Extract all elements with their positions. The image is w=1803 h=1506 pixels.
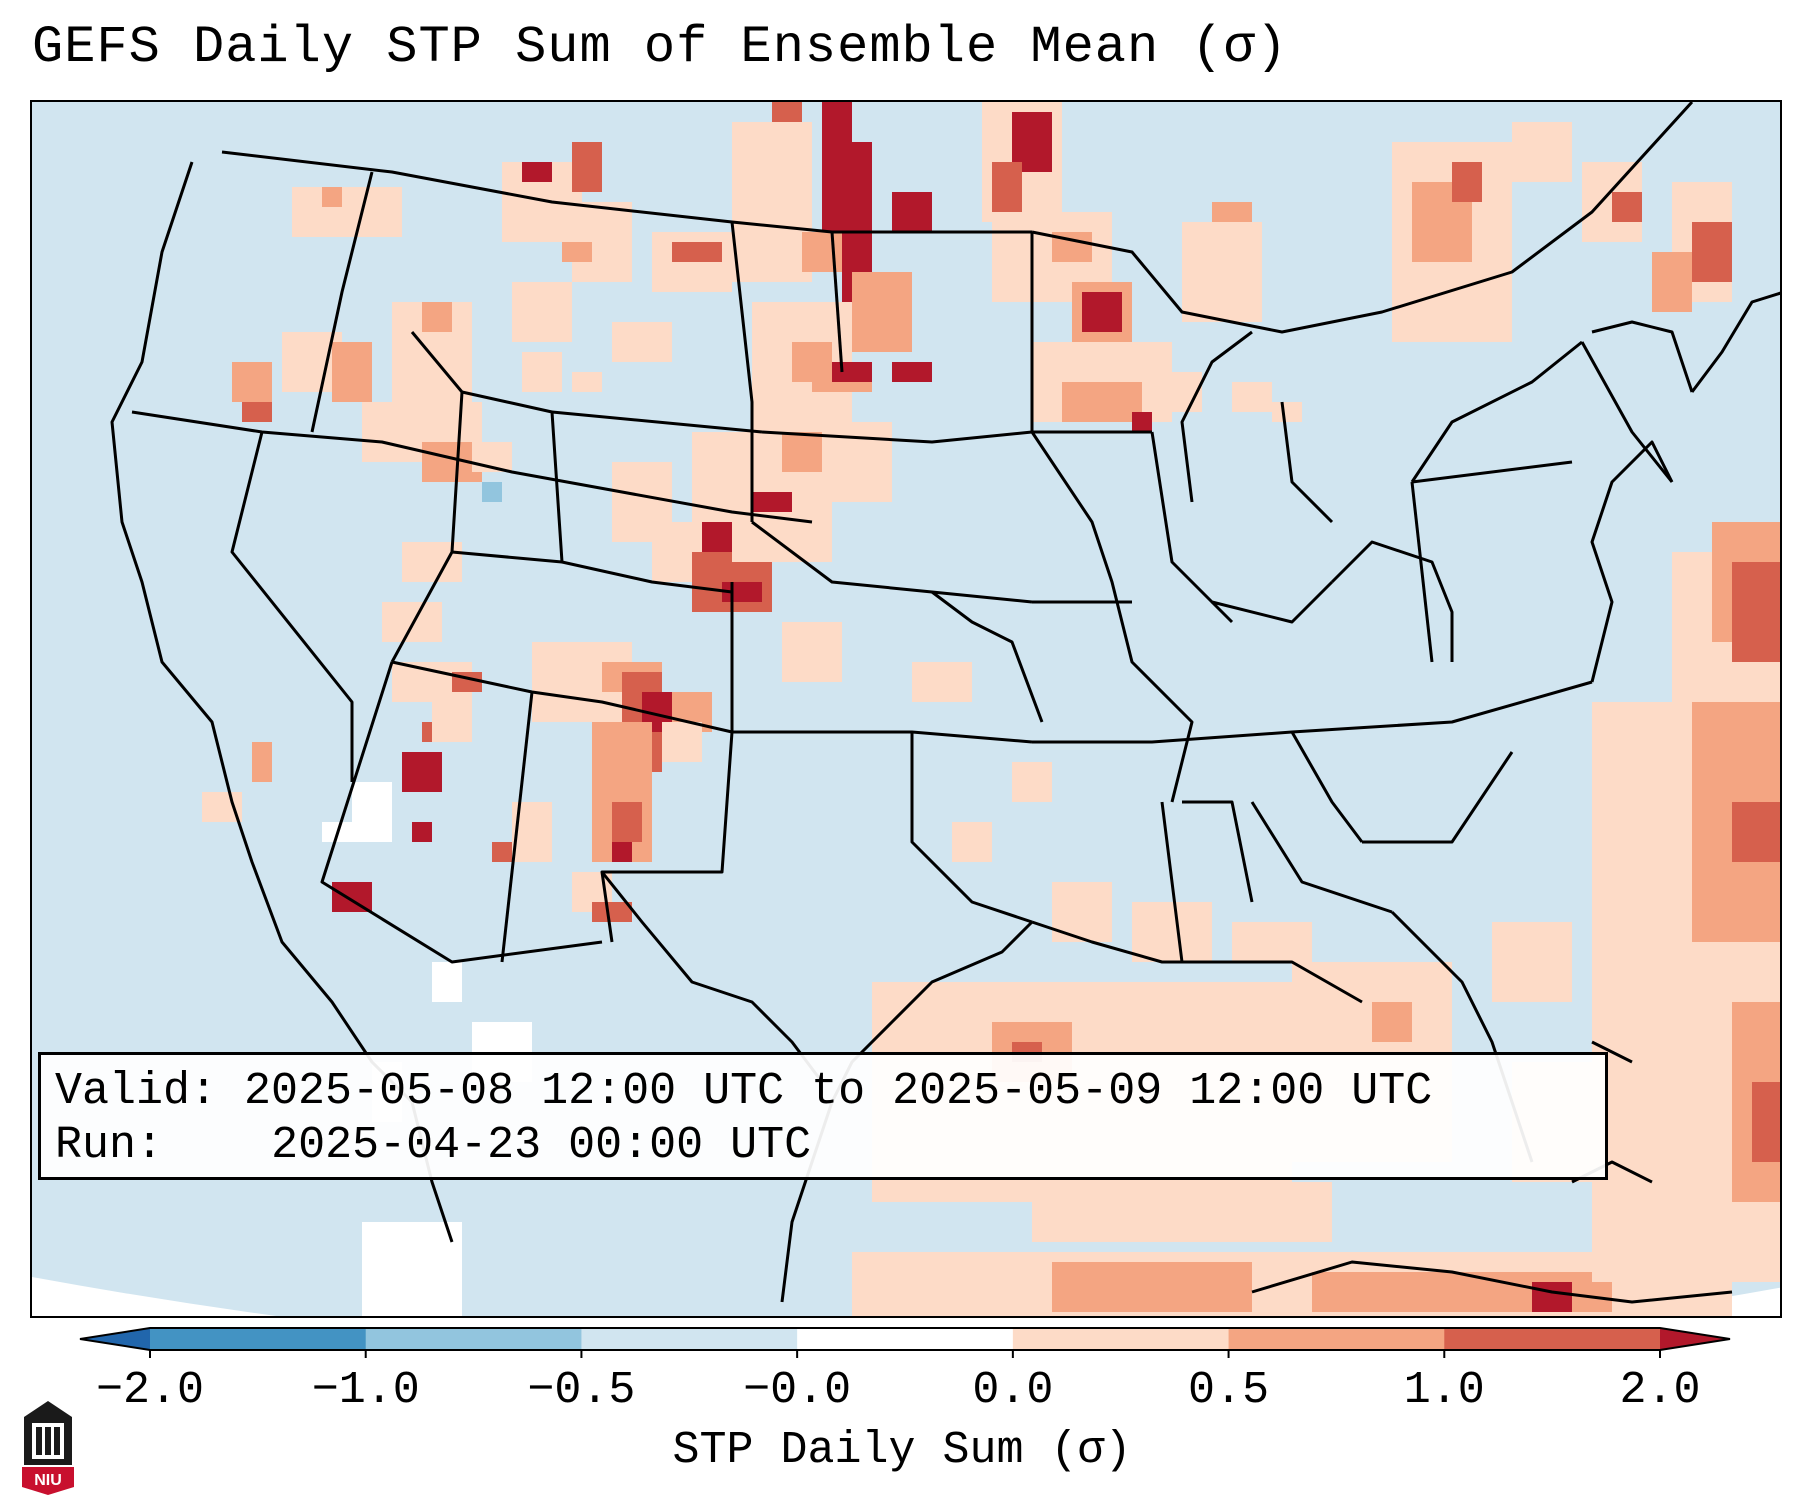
colorbar-tick-label: 1.0 — [1403, 1365, 1485, 1416]
map-frame — [30, 100, 1782, 1318]
colorbar-tick-label: −1.0 — [311, 1365, 420, 1416]
colorbar-tick-label: −0.0 — [743, 1365, 852, 1416]
valid-run-info-box: Valid: 2025-05-08 12:00 UTC to 2025-05-0… — [38, 1052, 1608, 1180]
colorbar-tick-label: −0.5 — [527, 1365, 636, 1416]
niu-logo-text: NIU — [34, 1472, 62, 1489]
colorbar-segment — [1444, 1328, 1661, 1350]
political-borders — [110, 102, 1780, 1304]
map-canvas — [32, 102, 1780, 1316]
colorbar-extend-max — [1660, 1328, 1730, 1350]
colorbar-tick-label: 0.0 — [972, 1365, 1054, 1416]
colorbar-segment — [581, 1328, 798, 1350]
colorbar-segment — [797, 1328, 1014, 1350]
niu-logo: NIU — [22, 1401, 74, 1495]
colorbar-segment — [1012, 1328, 1230, 1350]
colorbar — [79, 1327, 1731, 1358]
valid-label: Valid: — [55, 1066, 218, 1117]
colorbar-segment — [150, 1328, 367, 1350]
run-label: Run: — [55, 1120, 164, 1171]
run-time: 2025-04-23 00:00 UTC — [271, 1120, 812, 1171]
colorbar-extend-min — [80, 1328, 150, 1350]
colorbar-segment — [1228, 1328, 1445, 1350]
colorbar-tick-label: 2.0 — [1619, 1365, 1701, 1416]
valid-time-range: 2025-05-08 12:00 UTC to 2025-05-09 12:00… — [244, 1066, 1433, 1117]
map-title: GEFS Daily STP Sum of Ensemble Mean (σ) — [32, 18, 1288, 77]
colorbar-tick-label: −2.0 — [95, 1365, 205, 1416]
colorbar-tick-label: 0.5 — [1188, 1365, 1270, 1416]
colorbar-label: STP Daily Sum (σ) — [672, 1425, 1132, 1476]
colorbar-segment — [365, 1328, 582, 1350]
